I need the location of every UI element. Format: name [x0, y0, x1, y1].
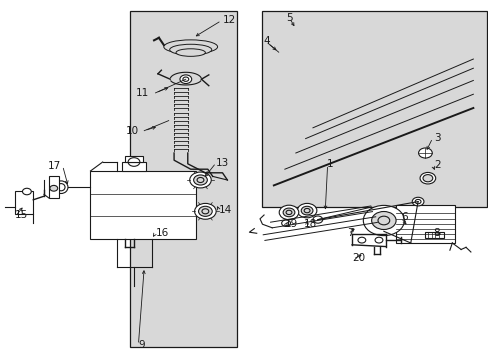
Text: 13: 13 — [216, 158, 229, 168]
Circle shape — [283, 208, 294, 217]
Circle shape — [193, 175, 207, 185]
Ellipse shape — [54, 181, 68, 194]
Bar — [49, 176, 59, 198]
Text: 15: 15 — [15, 210, 28, 220]
Circle shape — [301, 206, 312, 215]
Bar — [425, 232, 443, 238]
Circle shape — [411, 197, 423, 206]
Text: 19: 19 — [285, 219, 298, 229]
Text: 9: 9 — [138, 340, 145, 350]
Circle shape — [363, 205, 404, 236]
Ellipse shape — [169, 44, 211, 55]
Bar — [261, 11, 486, 207]
Circle shape — [198, 206, 212, 216]
Circle shape — [50, 185, 58, 191]
Circle shape — [374, 237, 382, 243]
Circle shape — [371, 211, 395, 230]
Bar — [122, 162, 145, 171]
Bar — [90, 171, 195, 239]
Bar — [395, 205, 454, 243]
Circle shape — [357, 237, 365, 243]
Text: 5: 5 — [285, 13, 292, 23]
Text: 11: 11 — [136, 88, 149, 98]
Bar — [15, 191, 33, 214]
Circle shape — [279, 205, 298, 220]
Circle shape — [297, 203, 316, 218]
Text: 2: 2 — [433, 159, 440, 170]
Text: 16: 16 — [155, 228, 168, 238]
Text: 6: 6 — [400, 212, 407, 222]
Circle shape — [419, 172, 435, 184]
Text: 18: 18 — [303, 219, 316, 229]
Text: 3: 3 — [433, 133, 440, 143]
Text: 8: 8 — [432, 228, 439, 238]
Circle shape — [189, 172, 211, 188]
Text: 14: 14 — [219, 205, 232, 215]
Circle shape — [418, 148, 431, 158]
Text: 20: 20 — [351, 253, 365, 264]
Text: 7: 7 — [346, 228, 353, 238]
Circle shape — [194, 203, 216, 219]
Ellipse shape — [176, 49, 205, 56]
Text: 10: 10 — [126, 126, 139, 136]
Text: 17: 17 — [48, 161, 61, 171]
Text: 12: 12 — [222, 15, 235, 25]
Circle shape — [22, 188, 31, 195]
Text: 1: 1 — [326, 159, 333, 169]
Circle shape — [422, 175, 432, 182]
Bar — [129, 11, 237, 347]
Bar — [124, 156, 143, 162]
Circle shape — [312, 216, 322, 223]
Circle shape — [180, 75, 191, 84]
Text: 4: 4 — [263, 36, 269, 46]
Circle shape — [281, 220, 290, 226]
